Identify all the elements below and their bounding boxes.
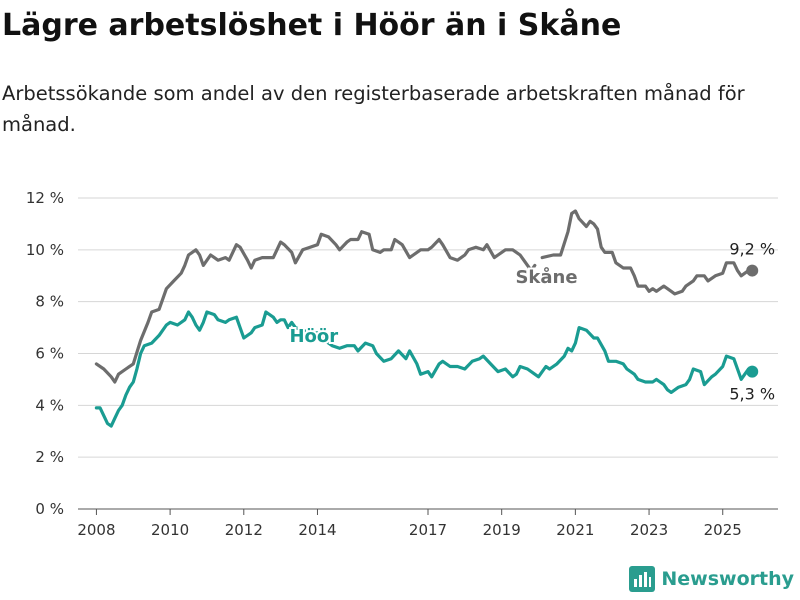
gridlines — [78, 197, 778, 510]
x-tick-label: 2012 — [225, 521, 263, 539]
skane-series-line-part2 — [540, 209, 754, 296]
x-tick-label: 2008 — [77, 521, 115, 539]
chart-title: Lägre arbetslöshet i Höör än i Skåne — [2, 8, 622, 43]
y-tick-label: 6 % — [35, 345, 64, 363]
bar-chart-logo-icon — [629, 566, 656, 592]
end-value-label-skane: 9,2 % — [729, 240, 775, 259]
brand-name: Newsworthy — [661, 568, 794, 590]
x-tick-label: 2017 — [409, 521, 447, 539]
y-tick-label: 0 % — [35, 500, 64, 518]
x-tick-label: 2010 — [151, 521, 189, 539]
series-labels: Skåne Höör 9,2 % 5,3 % — [287, 240, 775, 404]
skane-series-line — [94, 230, 537, 384]
hoor-end-point — [746, 365, 759, 378]
y-tick-label: 12 % — [26, 189, 64, 207]
series-lines — [94, 209, 759, 428]
y-tick-label: 8 % — [35, 293, 64, 311]
y-axis-tick-labels: 0 % 2 % 4 % 6 % 8 % 10 % 12 % — [26, 189, 64, 518]
skane-end-point — [746, 264, 759, 277]
y-tick-label: 2 % — [35, 448, 64, 466]
x-tick-label: 2025 — [704, 521, 742, 539]
hoor-series-line — [94, 310, 754, 428]
x-tick-label: 2019 — [483, 521, 521, 539]
y-tick-label: 10 % — [26, 241, 64, 259]
x-tick-label: 2021 — [556, 521, 594, 539]
chart-subtitle: Arbetssökande som andel av den registerb… — [2, 82, 745, 136]
y-tick-label: 4 % — [35, 396, 64, 414]
series-name-label-skane: Skåne — [515, 266, 577, 288]
line-chart: 0 % 2 % 4 % 6 % 8 % 10 % 12 % 2008 2010 2012 2014… — [26, 189, 778, 539]
x-tick-label: 2014 — [298, 521, 336, 539]
end-value-label-hoor: 5,3 % — [729, 385, 775, 404]
x-axis-tick-labels: 2008 2010 2012 2014 2017 2019 2021 2023 2025 — [77, 509, 742, 539]
x-tick-label: 2023 — [630, 521, 668, 539]
series-name-label-hoor: Höör — [289, 326, 338, 347]
brand-logo: Newsworthy — [629, 566, 794, 592]
